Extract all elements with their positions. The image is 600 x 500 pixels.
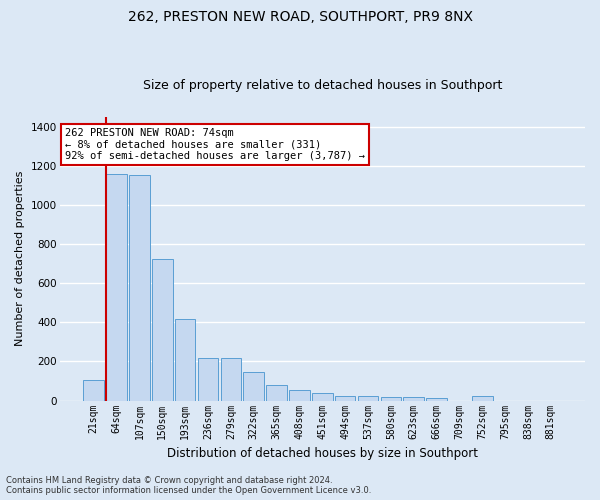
- Y-axis label: Number of detached properties: Number of detached properties: [15, 171, 25, 346]
- Bar: [244, 372, 264, 400]
- Bar: [83, 380, 104, 400]
- Text: Contains HM Land Registry data © Crown copyright and database right 2024.
Contai: Contains HM Land Registry data © Crown c…: [6, 476, 371, 495]
- Bar: [152, 258, 173, 400]
- Bar: [472, 396, 493, 400]
- Bar: [335, 396, 355, 400]
- Bar: [380, 396, 401, 400]
- Title: Size of property relative to detached houses in Southport: Size of property relative to detached ho…: [143, 79, 502, 92]
- Bar: [289, 390, 310, 400]
- Bar: [312, 393, 332, 400]
- Text: 262 PRESTON NEW ROAD: 74sqm
← 8% of detached houses are smaller (331)
92% of sem: 262 PRESTON NEW ROAD: 74sqm ← 8% of deta…: [65, 128, 365, 162]
- X-axis label: Distribution of detached houses by size in Southport: Distribution of detached houses by size …: [167, 447, 478, 460]
- Bar: [106, 174, 127, 400]
- Text: 262, PRESTON NEW ROAD, SOUTHPORT, PR9 8NX: 262, PRESTON NEW ROAD, SOUTHPORT, PR9 8N…: [128, 10, 473, 24]
- Bar: [221, 358, 241, 401]
- Bar: [129, 174, 150, 400]
- Bar: [198, 358, 218, 401]
- Bar: [403, 398, 424, 400]
- Bar: [426, 398, 447, 400]
- Bar: [266, 385, 287, 400]
- Bar: [175, 320, 196, 400]
- Bar: [358, 396, 378, 400]
